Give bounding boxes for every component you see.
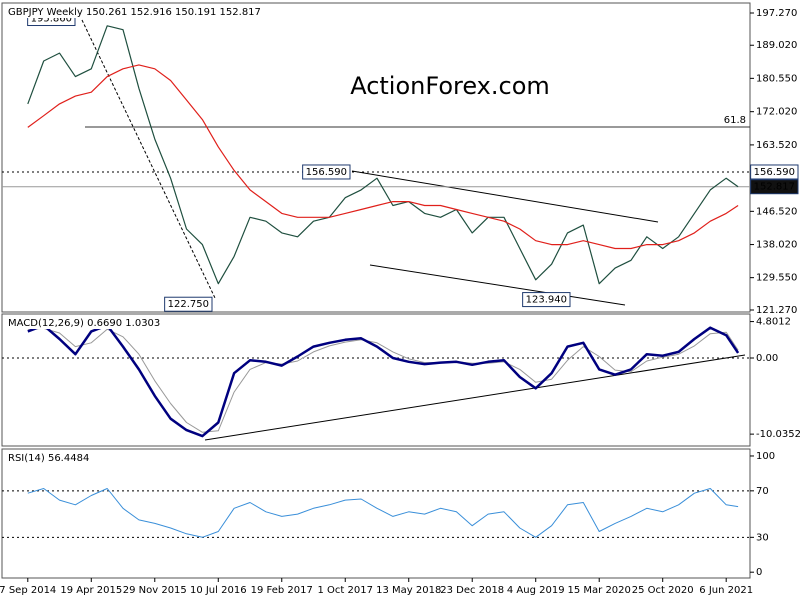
label-text: 195.860 — [31, 14, 72, 25]
fib-label: 61.8 — [724, 115, 746, 126]
y-tick-label: 121.270 — [756, 305, 797, 316]
panel-title: RSI(14) 56.4484 — [8, 453, 89, 464]
panel-frame — [1, 2, 751, 313]
y-tick-label: 163.520 — [756, 140, 797, 151]
label-text: 156.590 — [306, 167, 347, 178]
y-tick-label: 189.020 — [756, 40, 797, 51]
series-line — [27, 488, 739, 538]
x-tick-label: 19 Apr 2015 — [60, 585, 122, 596]
label-text: 123.940 — [526, 295, 567, 306]
label-box — [750, 164, 799, 180]
label-text: 152.817 — [754, 182, 795, 193]
y-tick-label: 138.020 — [756, 240, 797, 251]
y-tick-label: 146.520 — [756, 206, 797, 217]
y-tick-label: 172.020 — [756, 107, 797, 118]
panel-frame — [1, 448, 751, 579]
label-text: 122.750 — [168, 299, 209, 310]
y-tick-label: -10.0352 — [756, 429, 800, 440]
x-tick-label: 1 Oct 2017 — [318, 585, 373, 596]
title-bg — [6, 453, 92, 464]
title-bg — [6, 7, 263, 18]
x-tick-label: 6 Jun 2021 — [699, 585, 753, 596]
label-box — [302, 164, 351, 180]
label-box — [164, 296, 213, 312]
y-tick-label: 70 — [756, 486, 769, 497]
trend-line — [204, 354, 746, 441]
label-box — [750, 179, 799, 195]
series-line — [27, 25, 739, 285]
trend-line — [81, 19, 216, 299]
x-tick-label: 15 Mar 2020 — [568, 585, 631, 596]
trend-line — [351, 170, 659, 223]
y-tick-label: 100 — [756, 451, 775, 462]
panel-frame — [1, 313, 751, 447]
y-tick-label: 129.550 — [756, 273, 797, 284]
y-tick-label: 197.270 — [756, 8, 797, 19]
trend-line — [369, 264, 626, 306]
y-tick-label: 180.550 — [756, 73, 797, 84]
series-line — [27, 64, 739, 250]
x-tick-label: 13 May 2018 — [376, 585, 441, 596]
x-tick-label: 10 Jul 2016 — [190, 585, 247, 596]
x-tick-label: 19 Feb 2017 — [251, 585, 313, 596]
label-box — [522, 292, 571, 308]
title-bg — [6, 318, 163, 329]
x-tick-label: 25 Oct 2020 — [632, 585, 694, 596]
panel-title: MACD(12,26,9) 0.6690 1.0303 — [8, 318, 160, 329]
panel-title: GBPJPY Weekly 150.261 152.916 150.191 15… — [8, 7, 261, 18]
label-text: 156.590 — [754, 167, 795, 178]
y-tick-label: 30 — [756, 532, 769, 543]
y-tick-label: 4.8012 — [756, 317, 791, 328]
x-tick-label: 23 Dec 2018 — [440, 585, 504, 596]
y-tick-label: 0.00 — [756, 353, 778, 364]
x-tick-label: 7 Sep 2014 — [0, 585, 56, 596]
x-tick-label: 29 Nov 2015 — [123, 585, 187, 596]
y-tick-label: 0 — [756, 567, 762, 578]
series-line — [27, 324, 740, 438]
x-tick-label: 4 Aug 2019 — [507, 585, 565, 596]
watermark: ActionForex.com — [350, 72, 550, 100]
